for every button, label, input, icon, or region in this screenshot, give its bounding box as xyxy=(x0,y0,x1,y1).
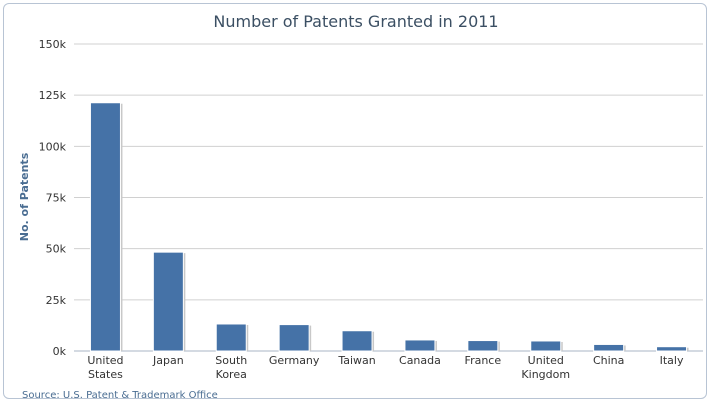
x-tick-label: South Korea xyxy=(215,354,247,381)
x-tick-label-line: France xyxy=(465,354,502,367)
x-tick-label-line: Japan xyxy=(152,354,184,367)
y-axis-label: No. of Patents xyxy=(18,152,31,241)
y-tick-label: 0k xyxy=(53,345,67,358)
x-tick-label: Italy xyxy=(660,354,684,367)
x-tick-label: Canada xyxy=(399,354,441,367)
y-tick-label: 50k xyxy=(46,243,67,256)
bar[interactable] xyxy=(215,323,247,352)
chart-title: Number of Patents Granted in 2011 xyxy=(213,12,498,31)
x-tick-label-line: Germany xyxy=(269,354,320,367)
bar[interactable] xyxy=(89,102,121,352)
bar[interactable] xyxy=(152,251,184,352)
x-tick-label: Germany xyxy=(269,354,320,367)
bar[interactable] xyxy=(530,340,562,352)
bar[interactable] xyxy=(341,330,373,352)
x-tick-label-line: Italy xyxy=(660,354,684,367)
y-tick-label: 125k xyxy=(39,89,67,102)
x-tick-label-line: United xyxy=(528,354,564,367)
x-tick-label-line: Korea xyxy=(216,368,247,381)
x-tick-label-line: China xyxy=(593,354,624,367)
x-tick-label: Taiwan xyxy=(337,354,375,367)
bar[interactable] xyxy=(593,343,625,352)
bar[interactable] xyxy=(656,346,688,352)
bar[interactable] xyxy=(404,339,436,352)
y-tick-label: 100k xyxy=(39,140,67,153)
bars xyxy=(89,102,689,352)
y-tick-label: 75k xyxy=(46,192,67,205)
x-tick-label-line: Kingdom xyxy=(521,368,570,381)
x-tick-label-line: Taiwan xyxy=(337,354,375,367)
y-tick-label: 25k xyxy=(46,294,67,307)
x-tick-label: United States xyxy=(87,354,123,381)
x-tick-label: France xyxy=(465,354,502,367)
x-tick-label: China xyxy=(593,354,624,367)
y-tick-label: 150k xyxy=(39,38,67,51)
x-tick-label-line: States xyxy=(88,368,123,381)
x-tick-label: Japan xyxy=(152,354,184,367)
x-tick-label-line: Canada xyxy=(399,354,441,367)
bar[interactable] xyxy=(467,340,499,352)
y-axis-ticks: 0k 25k 50k 75k 100k 125k 150k xyxy=(39,38,67,358)
source-credit: Source: U.S. Patent & Trademark Office xyxy=(22,390,218,401)
x-tick-label: United Kingdom xyxy=(521,354,570,381)
x-tick-label-line: South xyxy=(215,354,247,367)
x-tick-label-line: United xyxy=(87,354,123,367)
bar[interactable] xyxy=(278,324,310,352)
